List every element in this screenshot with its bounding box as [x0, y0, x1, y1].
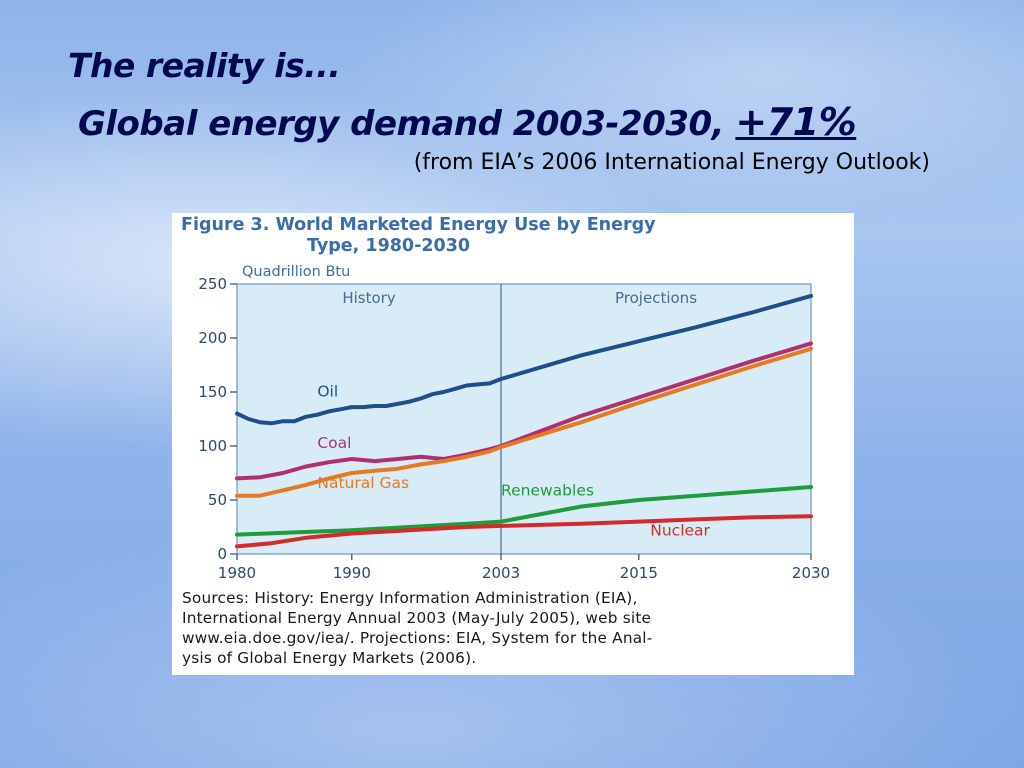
series-line-coal: [235, 341, 813, 481]
slide-title-line2: Global energy demand 2003-2030, +71%: [78, 100, 857, 144]
figure-title-line2: Type, 1980-2030: [307, 236, 471, 256]
x-tick-label: 1980: [218, 564, 256, 582]
sources-line: International Energy Annual 2003 (May-Ju…: [182, 609, 652, 627]
x-tick-label: 2015: [620, 564, 658, 582]
x-tick-label: 2003: [482, 564, 520, 582]
series-label-renewables: Renewables: [501, 482, 594, 500]
source-note: (from EIA’s 2006 International Energy Ou…: [413, 150, 930, 175]
figure-title: Figure 3. World Marketed Energy Use by E…: [181, 215, 841, 257]
x-tick-label: 1990: [333, 564, 371, 582]
figure-panel: Figure 3. World Marketed Energy Use by E…: [172, 213, 854, 675]
series-line-natural-gas: [235, 346, 813, 498]
y-ticks: 0 50 100 150 200 250: [198, 275, 237, 563]
figure-title-line1: Figure 3. World Marketed Energy Use by E…: [181, 215, 656, 235]
history-label: History: [342, 289, 395, 307]
sources-line: ysis of Global Energy Markets (2006).: [182, 649, 477, 667]
energy-use-chart: History Projections Quadrillion Btu 0 50 1…: [198, 264, 830, 582]
y-tick-label: 250: [198, 275, 227, 293]
x-ticks: 1980 1990 2003 2015 2030: [218, 554, 830, 582]
series-label-oil: Oil: [317, 382, 338, 400]
series-label-coal: Coal: [317, 434, 351, 452]
plot-area: [236, 283, 812, 555]
slide-title-text: Global energy demand 2003-2030,: [78, 104, 725, 144]
series-line-renewables: [235, 485, 813, 537]
slide-title-line1: The reality is...: [68, 46, 341, 85]
series-label-natural-gas: Natural Gas: [317, 474, 409, 492]
sources-line: www.eia.doe.gov/iea/. Projections: EIA, …: [182, 629, 653, 647]
series-line-oil: [235, 293, 813, 426]
x-tick-label: 2030: [792, 564, 830, 582]
series-layer: [235, 293, 813, 549]
series-line-nuclear: [235, 514, 813, 549]
projections-label: Projections: [615, 289, 697, 307]
demand-growth-highlight: +71%: [735, 100, 857, 144]
series-label-nuclear: Nuclear: [650, 522, 710, 540]
figure-sources: Sources: History: Energy Information Adm…: [182, 588, 850, 668]
y-tick-label: 200: [198, 329, 227, 347]
y-tick-label: 50: [208, 491, 227, 509]
y-axis-label: Quadrillion Btu: [242, 264, 350, 280]
y-tick-label: 150: [198, 383, 227, 401]
sources-line: Sources: History: Energy Information Adm…: [182, 589, 638, 607]
series-labels: Oil Coal Natural Gas Renewables Nuclear: [317, 382, 710, 539]
y-tick-label: 0: [217, 545, 227, 563]
y-tick-label: 100: [198, 437, 227, 455]
